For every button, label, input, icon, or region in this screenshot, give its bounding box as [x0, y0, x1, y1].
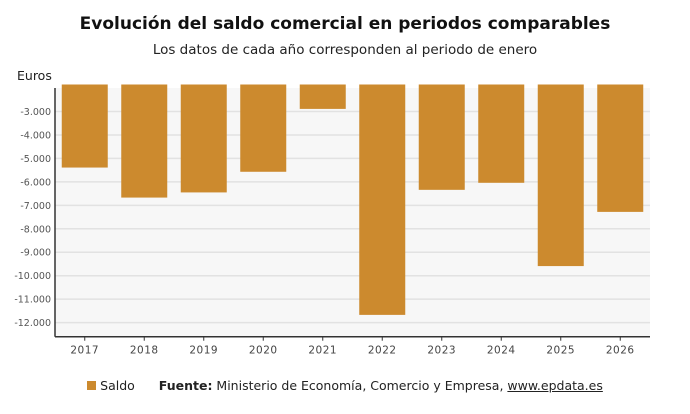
source: Fuente: Ministerio de Economía, Comercio… — [159, 378, 603, 393]
x-tick-label: 2019 — [189, 345, 218, 357]
chart-subtitle: Los datos de cada año corresponden al pe… — [152, 42, 538, 58]
legend-label: Saldo — [100, 378, 135, 393]
x-tick-label: 2026 — [606, 345, 635, 357]
y-tick-label: -12.000 — [14, 318, 51, 329]
bar-2024 — [478, 84, 525, 183]
bar-2020 — [240, 84, 287, 172]
y-tick-label: -11.000 — [14, 295, 51, 306]
y-tick-label: -7.000 — [20, 201, 51, 212]
y-tick-label: -3.000 — [20, 107, 51, 118]
bar-2025 — [537, 84, 584, 267]
bar-2022 — [359, 84, 406, 315]
x-tick-label: 2024 — [487, 345, 516, 357]
bar-2018 — [121, 84, 168, 198]
x-tick-label: 2021 — [308, 345, 337, 357]
source-label: Fuente: — [158, 378, 213, 393]
x-tick-label: 2022 — [368, 345, 397, 357]
x-tick-label: 2017 — [70, 345, 99, 357]
footer: Saldo Fuente: Ministerio de Economía, Co… — [0, 378, 690, 393]
bar-2017 — [61, 84, 108, 168]
x-tick-label: 2025 — [546, 345, 575, 357]
y-tick-label: -5.000 — [20, 154, 51, 165]
x-tick-label: 2018 — [130, 345, 159, 357]
source-text: Ministerio de Economía, Comercio y Empre… — [212, 378, 508, 393]
bar-2021 — [299, 84, 346, 109]
y-tick-label: -6.000 — [20, 177, 51, 188]
legend-swatch — [87, 381, 97, 390]
chart-title: Evolución del saldo comercial en periodo… — [79, 14, 611, 34]
y-tick-label: -9.000 — [20, 248, 51, 259]
bar-2026 — [597, 84, 644, 212]
y-tick-label: -10.000 — [14, 271, 51, 282]
y-tick-label: -4.000 — [20, 130, 51, 141]
bar-2023 — [418, 84, 465, 190]
source-link[interactable]: www.epdata.es — [507, 378, 603, 393]
y-tick-label: -8.000 — [20, 224, 51, 235]
x-tick-label: 2023 — [427, 345, 456, 357]
x-tick-label: 2020 — [249, 345, 278, 357]
y-axis-label: Euros — [17, 68, 52, 83]
bar-2019 — [180, 84, 227, 193]
